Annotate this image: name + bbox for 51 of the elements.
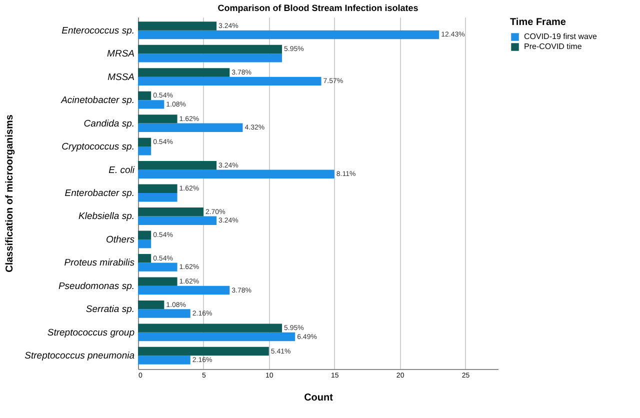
bar: [138, 254, 152, 263]
y-tick-label: Streptococcus group: [47, 327, 134, 338]
bar: [138, 123, 243, 132]
bar: [138, 30, 440, 40]
y-tick-label: Proteus mirabilis: [64, 258, 135, 269]
y-tick-label: Streptococcus pneumonia: [24, 350, 134, 362]
legend-title: Time Frame: [510, 17, 566, 28]
bar: [138, 346, 269, 356]
bar: [138, 208, 204, 216]
bar: [138, 286, 230, 295]
bar: [138, 193, 178, 202]
y-tick-label: Cryptococcus sp.: [62, 142, 134, 153]
bar: [138, 114, 178, 124]
y-tick-label: MRSA: [107, 48, 134, 60]
y-tick-label: E. coli: [108, 164, 136, 176]
bar: [138, 146, 152, 156]
x-axis-title: Count: [304, 392, 334, 404]
legend-label: COVID-19 first wave: [524, 32, 598, 41]
bar: [138, 138, 152, 147]
legend-label: Pre-COVID time: [524, 42, 582, 51]
y-tick-label: Acinetobacter sp.: [60, 95, 134, 106]
y-tick-label: Candida sp.: [84, 118, 134, 130]
bar: [138, 22, 217, 30]
bar: [138, 216, 217, 225]
bar: [138, 300, 164, 310]
bar: [138, 332, 296, 342]
bar: [138, 161, 217, 170]
bar: [138, 239, 152, 248]
y-tick-label: Pseudomonas sp.: [58, 280, 134, 292]
y-tick-label: Serratia sp.: [86, 304, 134, 316]
bar: [138, 91, 152, 100]
bar: [138, 44, 282, 54]
bar: [138, 356, 190, 364]
bar: [138, 76, 322, 86]
bar: [138, 230, 152, 240]
bar: [138, 324, 282, 332]
bar: [138, 262, 178, 272]
y-tick-label: Enterococcus sp.: [62, 25, 134, 36]
bar: [138, 309, 190, 318]
y-tick-label: Others: [106, 234, 135, 246]
chart-title: Comparison of Blood Stream Infection isolates: [218, 3, 418, 13]
bar: [138, 170, 334, 178]
y-tick-label: Enterobacter sp.: [64, 188, 134, 199]
bar: [138, 54, 282, 62]
y-tick-label: Klebsiella sp.: [78, 211, 134, 222]
y-tick-label: MSSA: [108, 72, 134, 83]
bar: [138, 277, 178, 286]
bar: [138, 68, 230, 77]
bar: [138, 100, 164, 109]
bar: [138, 184, 178, 193]
y-axis-title: Classification of microorganisms: [4, 114, 16, 272]
